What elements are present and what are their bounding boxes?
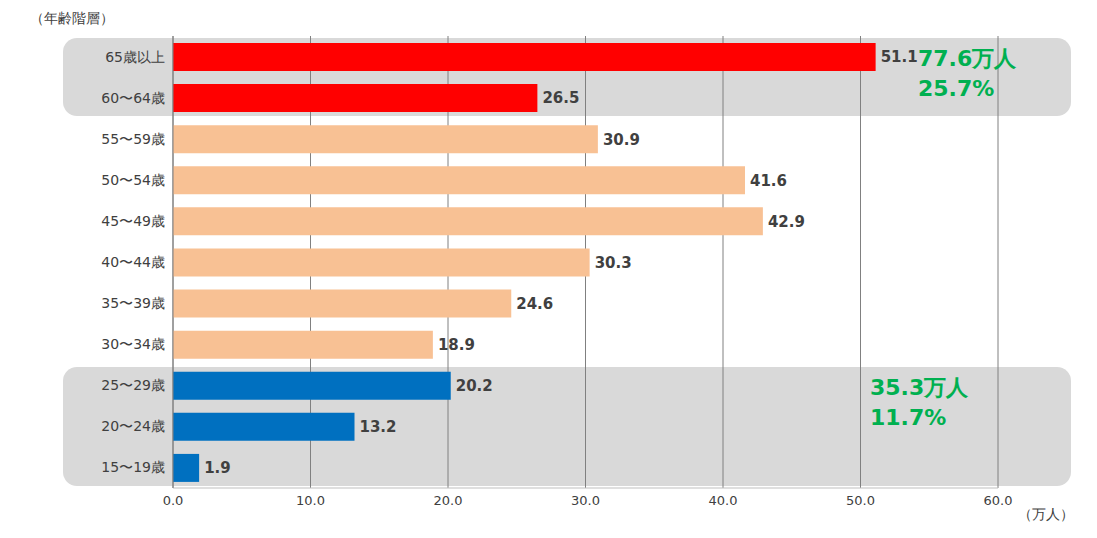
svg-text:0.0: 0.0	[163, 493, 184, 508]
svg-text:10.0: 10.0	[296, 493, 325, 508]
svg-text:35〜39歳: 35〜39歳	[101, 295, 165, 311]
svg-text:40.0: 40.0	[709, 493, 738, 508]
svg-text:13.2: 13.2	[360, 418, 397, 436]
svg-text:30〜34歳: 30〜34歳	[101, 336, 165, 352]
svg-text:20.2: 20.2	[456, 377, 493, 395]
svg-text:30.0: 30.0	[571, 493, 600, 508]
svg-text:18.9: 18.9	[438, 336, 475, 354]
html-text:（年齢階層）: （年齢階層）	[30, 10, 114, 26]
svg-text:41.6: 41.6	[750, 172, 787, 190]
svg-text:45〜49歳: 45〜49歳	[101, 213, 165, 229]
svg-text:15〜19歳: 15〜19歳	[101, 459, 165, 475]
svg-text:50〜54歳: 50〜54歳	[101, 172, 165, 188]
svg-text:30.3: 30.3	[595, 254, 632, 272]
html-text:（万人）: （万人）	[1018, 506, 1074, 522]
html-text:25.7%: 25.7%	[918, 76, 995, 101]
svg-text:20.0: 20.0	[434, 493, 463, 508]
svg-text:20〜24歳: 20〜24歳	[101, 418, 165, 434]
svg-text:1.9: 1.9	[204, 459, 231, 477]
svg-text:60〜64歳: 60〜64歳	[101, 90, 165, 106]
svg-text:65歳以上: 65歳以上	[105, 49, 165, 65]
svg-text:42.9: 42.9	[768, 213, 805, 231]
svg-text:30.9: 30.9	[603, 131, 640, 149]
svg-text:25〜29歳: 25〜29歳	[101, 377, 165, 393]
svg-text:51.1: 51.1	[881, 48, 918, 66]
html-text:11.7%: 11.7%	[870, 404, 947, 430]
svg-text:50.0: 50.0	[846, 493, 875, 508]
svg-text:26.5: 26.5	[542, 89, 579, 107]
svg-text:60.0: 60.0	[984, 493, 1013, 508]
svg-text:55〜59歳: 55〜59歳	[101, 131, 165, 147]
html-text:35.3万人: 35.3万人	[870, 374, 969, 400]
svg-text:40〜44歳: 40〜44歳	[101, 254, 165, 270]
svg-text:24.6: 24.6	[516, 295, 553, 313]
html-text:77.6万人: 77.6万人	[918, 46, 1017, 71]
